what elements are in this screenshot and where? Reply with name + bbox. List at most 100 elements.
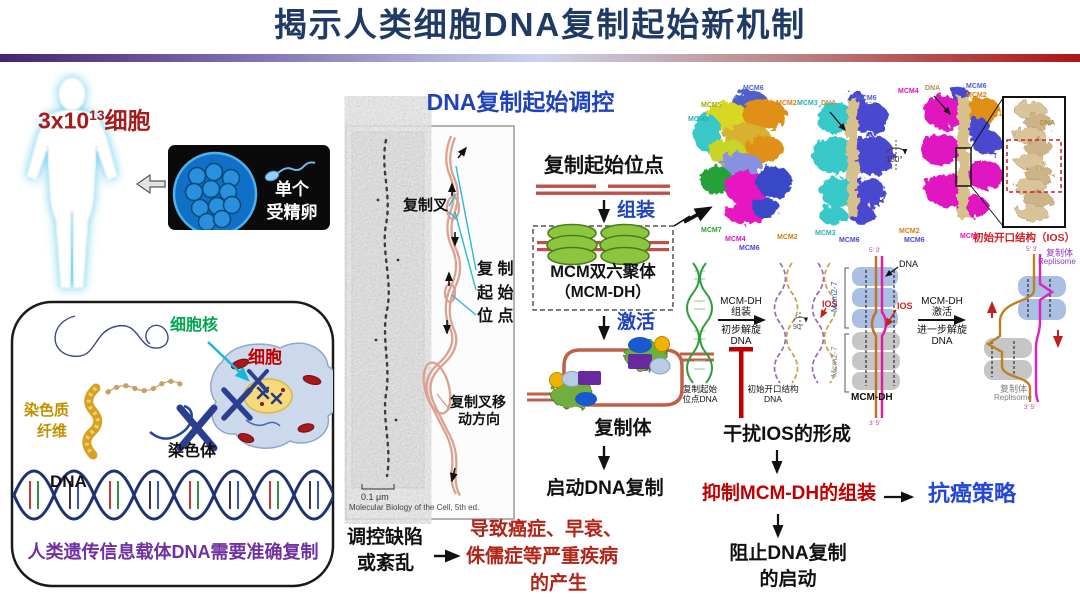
cryoem-structure-1 [693,90,792,224]
disease-label-2: 侏儒症等严重疾病 [466,546,619,567]
origin-label-1: 复 制 [477,261,514,278]
ios-dna-label-2: DNA [764,394,782,404]
source-citation: Molecular Biology of the Cell, 5th ed. [349,503,480,512]
origin-label-3: 位 点 [477,308,514,325]
s2-mcm3-bottom: MCM3 [815,230,836,237]
chromatin-label-1: 染色质 [24,402,70,419]
replisome-en-top: Replisome [1038,257,1076,266]
origin-dna-helix [686,262,713,384]
replisome-cluster-right [624,336,671,375]
chromatin-label-2: 纤维 [37,423,68,440]
cryoem-structure-3 [921,87,1003,218]
page-title: 揭示人类细胞DNA复制起始新机制 [273,6,807,43]
flow-title: DNA复制起始调控 [426,89,615,115]
s3-mcm6-bottom: MCM6 [904,237,925,244]
step1-label-1: MCM-DH [720,296,762,307]
rotation-label: 180° [886,155,903,164]
s1-mcm2-bottom: MCM2 [777,234,798,241]
fork-direction-label-1: 复制叉移 [450,394,506,410]
cell-label: 细胞 [248,348,282,367]
mcm27-bottom-label: Mcm2-7 [829,346,840,378]
ft-bottom-label-2: 3′ 5′ [1024,404,1036,411]
step1-label-4: DNA [730,336,752,347]
s1-mcm3: MCM3 [688,116,709,123]
inhibit-tbar [729,347,753,418]
activate-label: 激活 [617,312,656,333]
title-divider [0,54,1080,62]
ft-top-label: 5′ 3′ [869,247,881,254]
ios-label-helix: IOS [822,299,838,309]
origin-dna-label-1: 复制起始 [682,384,717,394]
chromosome-icons [176,369,269,452]
step2-label-2: 激活 [932,307,952,318]
nucleus-label: 细胞核 [170,317,219,334]
s3-mcm6: MCM6 [966,83,987,90]
s2-mcm6-bottom: MCM6 [839,237,860,244]
replisome-cluster-left [549,371,601,409]
inset-dna-label: DNA [1040,120,1056,127]
chromosome-label: 染色体 [168,443,217,460]
disease-label-1: 导致癌症、早衰、 [470,519,623,540]
egg-label-1: 单个 [275,180,309,199]
rot90-label: 90° [793,324,804,331]
replisome-cn-top: 复制体 [1046,248,1074,258]
machine-ios-label: IOS [897,301,913,311]
cellbox-caption: 人类遗传信息载体DNA需要准确复制 [27,542,319,562]
ios-inset [1002,96,1066,228]
step2-label-4: DNA [931,336,953,347]
mcmdh-label: MCM-DH [851,392,893,403]
s2-mcm3: MCM3 [797,100,818,107]
s3-mcm2-bottom: MCM2 [899,228,920,235]
inhibit-label: 抑制MCM-DH的组装 [701,483,877,504]
ft-top-label-2: 5′ 3′ [1026,246,1038,253]
block-label-2: 的启动 [759,569,817,590]
mcm-label-2: （MCM-DH） [555,284,651,301]
assemble-label: 组装 [617,200,656,221]
s3-mcm2: MCM2 [966,92,987,99]
disease-label-3: 的产生 [530,573,588,594]
mcm27-top-label: Mcm2-7 [829,281,840,313]
s2-dna: DNA [821,100,837,107]
flow-origin-dna [536,184,670,195]
left-arrow-icon [135,173,166,195]
mcm-barrels [546,223,651,266]
strategy-label: 抗癌策略 [927,481,1016,506]
dna-label: DNA [50,472,87,491]
flow-origin-label: 复制起始位点 [544,155,664,177]
s1-mcm5: MCM5 [701,102,722,109]
machine-dna-label: DNA [899,259,919,269]
start-replication-label: 启动DNA复制 [546,478,664,499]
origin-dna-label-2: 位点DNA [682,394,718,404]
s3-mcm4-bottom: MCM4 [960,233,981,240]
cell-count-label: 3x1013细胞 [38,107,151,134]
inset-caption: 初始开口结构（IOS） [972,232,1076,244]
scale-label: 0.1 μm [361,492,389,502]
s1-mcm4: MCM4 [725,236,746,243]
s1-mcm6-bottom: MCM6 [739,245,760,252]
ios-dna-label-1: 初始开口结构 [747,384,799,394]
ios-helices [773,262,837,384]
em-sketch [422,135,477,497]
step1-label-2: 组装 [731,307,751,318]
s1-mcm2: MCM2 [776,100,797,107]
defect-label-2: 或紊乱 [357,553,415,574]
interfere-label: 干扰IOS的形成 [723,424,851,445]
s2-mcm6: MCM6 [856,95,877,102]
replisome-label: 复制体 [594,418,652,439]
block-label-1: 阻止DNA复制 [729,543,847,564]
replisome-en-bottom: Replisome [994,393,1032,402]
em-micrograph-strand [374,138,400,478]
s3-dna: DNA [925,85,941,92]
s1-mcm7: MCM7 [701,227,722,234]
s1-mcm6-top: MCM6 [743,85,764,92]
replisome-cn-bottom: 复制体 [1000,384,1028,394]
cryoem-structure-2 [812,90,894,224]
step2-label-1: MCM-DH [921,296,963,307]
step1-label-3: 初步解旋 [721,325,761,336]
replisome-machine [984,254,1066,403]
origin-label-2: 起 始 [477,285,514,302]
step2-label-3: 进一步解旋 [917,325,967,336]
mcm-label-1: MCM双六聚体 [550,263,656,281]
fork-label: 复制叉 [403,197,449,214]
